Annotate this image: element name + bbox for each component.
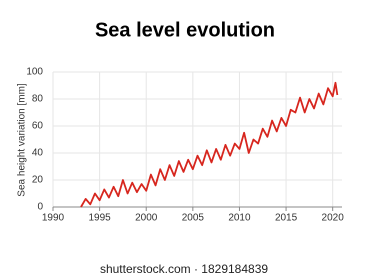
x-tick-label: 2020 — [322, 213, 345, 224]
y-tick-label: 40 — [32, 148, 44, 159]
y-tick-label: 20 — [32, 175, 44, 186]
data-line — [80, 81, 339, 208]
x-tick-label: 1990 — [42, 213, 65, 224]
x-tick-label: 1995 — [88, 213, 111, 224]
chart-title: Sea level evolution — [95, 19, 275, 41]
y-tick-label: 100 — [26, 67, 43, 78]
y-tick-label: 60 — [32, 121, 44, 132]
y-tick-label: 0 — [37, 202, 43, 213]
x-tick-label: 2010 — [228, 213, 251, 224]
watermark-bar — [0, 258, 368, 280]
y-tick-label: 80 — [32, 94, 44, 105]
x-tick-label: 2000 — [135, 213, 158, 224]
y-axis-label: Sea height variation [mm] — [17, 83, 28, 197]
watermark: shutterstock.com · 1829184839 — [100, 262, 268, 276]
x-tick-label: 2015 — [275, 213, 298, 224]
x-tick-label: 2005 — [182, 213, 205, 224]
